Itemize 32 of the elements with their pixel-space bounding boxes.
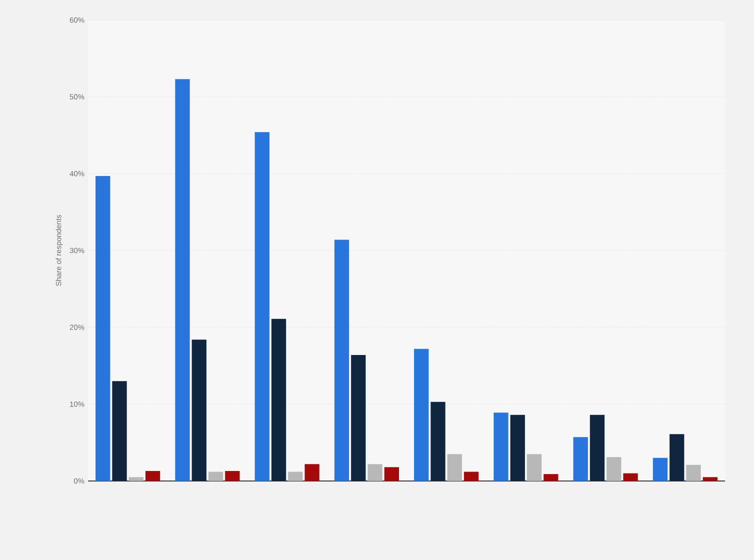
bar [494,412,508,481]
bar [430,402,446,481]
bar [112,381,127,481]
bar [510,414,525,481]
bar [145,470,160,481]
bar [447,454,462,481]
bar [623,473,638,481]
bar [526,454,542,481]
bar [384,467,399,481]
bar [192,340,206,481]
bar [606,457,622,481]
bar [590,414,605,481]
bar [254,132,270,481]
bar [96,176,110,481]
bar [271,318,286,481]
bar [225,470,240,481]
bar [208,472,224,481]
bar [304,464,320,481]
bar [175,79,190,481]
bar [686,464,701,481]
bar [351,354,366,481]
bar [702,477,718,481]
bar [288,472,303,481]
bar [414,348,429,481]
bar [368,464,382,481]
bar [544,474,558,481]
bar [464,472,479,481]
bar [573,437,588,481]
bar [670,434,684,481]
bar [334,240,350,481]
bar [652,458,668,481]
bar [128,477,144,481]
